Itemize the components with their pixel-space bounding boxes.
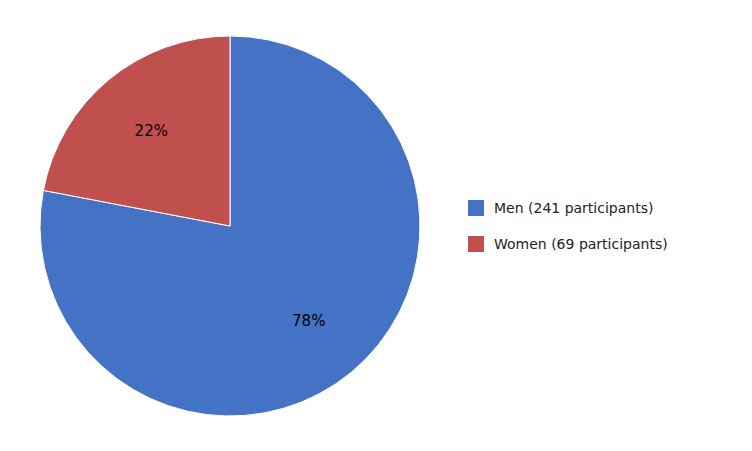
pie-slices <box>40 36 420 416</box>
chart-container: 78% 22% Men (241 participants) Women (69 pa… <box>0 0 752 451</box>
pie-slice <box>40 36 420 416</box>
data-labels: 78% 22% <box>135 122 326 330</box>
legend-label: Men (241 participants) <box>494 200 653 216</box>
data-label: 22% <box>135 122 168 140</box>
data-label: 78% <box>292 312 325 330</box>
chart-svg: 78% 22% Men (241 participants) Women (69 pa… <box>0 0 752 451</box>
legend: Men (241 participants) Women (69 particip… <box>468 200 668 252</box>
legend-swatch <box>468 236 484 252</box>
legend-swatch <box>468 200 484 216</box>
pie-slice <box>43 36 230 226</box>
legend-label: Women (69 participants) <box>494 236 668 252</box>
